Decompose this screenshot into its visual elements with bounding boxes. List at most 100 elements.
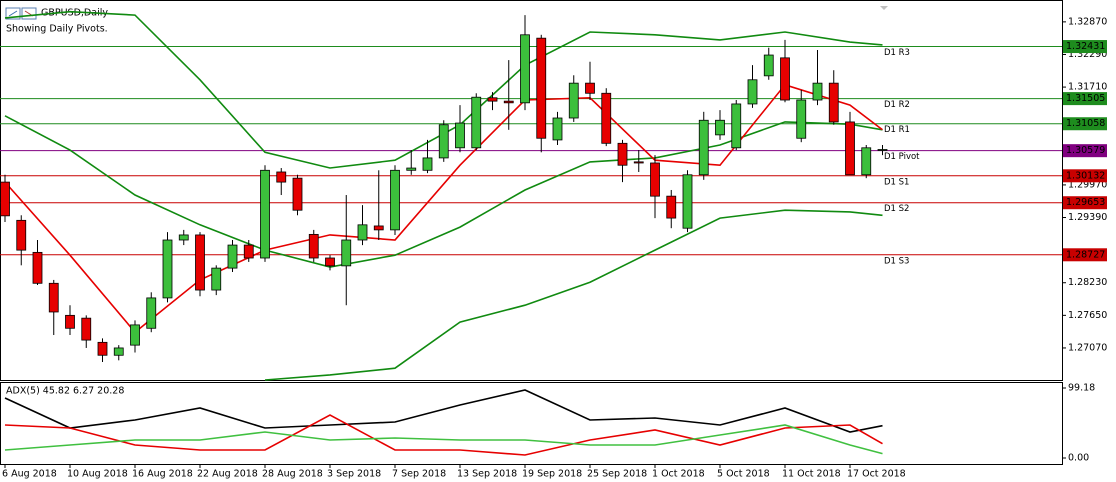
candle-body	[390, 169, 400, 231]
price-box-label: 1.30132	[1066, 170, 1105, 181]
candle-body	[341, 239, 352, 267]
pivot-label: D1 R3	[884, 48, 910, 58]
y-tick-label: 1.32870	[1068, 16, 1107, 27]
price-box-label: 1.32431	[1066, 41, 1105, 52]
y-tick-label: 1.29970	[1068, 179, 1107, 190]
candle-body	[438, 124, 449, 159]
candle-body	[455, 122, 465, 149]
candle-body	[406, 167, 417, 171]
x-tick-label: 6 Aug 2018	[2, 469, 57, 480]
symbol-icon	[5, 7, 37, 20]
candle-body	[146, 297, 157, 329]
candle-body	[357, 224, 368, 241]
price-box-label: 1.30579	[1066, 145, 1105, 156]
candle-body	[877, 149, 888, 151]
candle-body	[260, 169, 270, 259]
candle-body	[585, 82, 595, 94]
x-tick-label: 10 Aug 2018	[67, 469, 128, 480]
indicator-line	[4, 83, 883, 334]
candle-body	[780, 57, 790, 101]
adx-line	[4, 424, 883, 455]
y-tick-label: 1.29390	[1068, 212, 1107, 223]
x-tick-label: 3 Sep 2018	[327, 469, 381, 480]
x-tick-label: 1 Oct 2018	[652, 469, 705, 480]
x-tick-label: 19 Sep 2018	[522, 469, 582, 480]
pivot-label: D1 R1	[884, 125, 910, 135]
candle-body	[227, 244, 238, 269]
candle-body	[845, 121, 855, 176]
candle-body	[487, 97, 498, 102]
candle-body	[113, 347, 124, 356]
candle-body	[162, 239, 173, 299]
x-tick-label: 16 Aug 2018	[132, 469, 193, 480]
chart-title: GBPUSD,Daily	[41, 8, 108, 19]
pivot-label: D1 S1	[884, 177, 909, 187]
candle-body	[601, 92, 612, 144]
candle-body	[731, 103, 742, 149]
x-tick-label: 25 Sep 2018	[587, 469, 647, 480]
candle-body	[243, 244, 254, 259]
price-box-label: 1.29653	[1066, 197, 1105, 208]
price-box	[1063, 196, 1107, 210]
candle-body	[292, 177, 303, 211]
candle-body	[861, 147, 872, 176]
chart-subtitle: Showing Daily Pivots.	[6, 24, 108, 35]
y-tick-label: 1.32290	[1068, 49, 1107, 60]
candle-body	[552, 117, 563, 141]
candle-body	[650, 162, 660, 197]
candle-body	[682, 174, 693, 229]
price-box	[1063, 248, 1107, 262]
candle-body	[715, 119, 725, 136]
indicator-line	[4, 115, 883, 268]
price-box	[1063, 92, 1107, 106]
candle-body	[471, 96, 482, 149]
candle-body	[81, 317, 92, 341]
candle-body	[422, 157, 433, 171]
y-tick-label: 0.00	[1068, 453, 1089, 464]
candle-body	[276, 171, 287, 183]
candle-body	[747, 79, 758, 105]
candle-body	[373, 225, 384, 231]
price-box-label: 1.31058	[1066, 118, 1105, 129]
candle-body	[520, 34, 530, 104]
candle-body	[633, 161, 644, 164]
candle-body	[698, 119, 709, 176]
pivot-label: D1 Pivot	[884, 152, 920, 162]
y-tick-label: 1.27650	[1068, 310, 1107, 321]
y-tick-label: 1.28230	[1068, 277, 1107, 288]
candle-body	[32, 251, 43, 284]
candle-body	[48, 282, 59, 313]
price-box	[1063, 40, 1107, 54]
x-tick-label: 28 Aug 2018	[262, 469, 323, 480]
price-box-label: 1.28727	[1066, 249, 1105, 260]
main-panel	[0, 0, 1063, 381]
scroll-marker	[880, 6, 888, 10]
y-tick-label: 1.31710	[1068, 82, 1107, 93]
y-tick-label: 1.27070	[1068, 342, 1107, 353]
x-tick-label: 13 Sep 2018	[457, 469, 517, 480]
candle-body	[130, 324, 140, 346]
candle-body	[97, 341, 108, 356]
candle-body	[568, 82, 579, 119]
candle-body	[763, 54, 774, 77]
candle-body	[503, 100, 514, 104]
price-box	[1063, 169, 1107, 183]
adx-panel	[0, 382, 1063, 465]
candle-body	[178, 234, 189, 241]
candle-body	[536, 37, 547, 139]
candle-body	[0, 181, 10, 217]
price-box-label: 1.31505	[1066, 93, 1105, 104]
candle-body	[195, 234, 205, 291]
x-tick-label: 5 Oct 2018	[717, 469, 770, 480]
x-tick-label: 7 Sep 2018	[392, 469, 446, 480]
candle-body	[65, 314, 75, 329]
plot-area	[4, 389, 883, 456]
candle-body	[796, 99, 807, 139]
candle-body	[666, 195, 677, 219]
candle-body	[308, 233, 319, 259]
adx-line	[4, 389, 883, 433]
x-tick-label: 11 Oct 2018	[782, 469, 841, 480]
adx-line	[4, 414, 883, 456]
pivot-label: D1 R2	[884, 100, 910, 110]
